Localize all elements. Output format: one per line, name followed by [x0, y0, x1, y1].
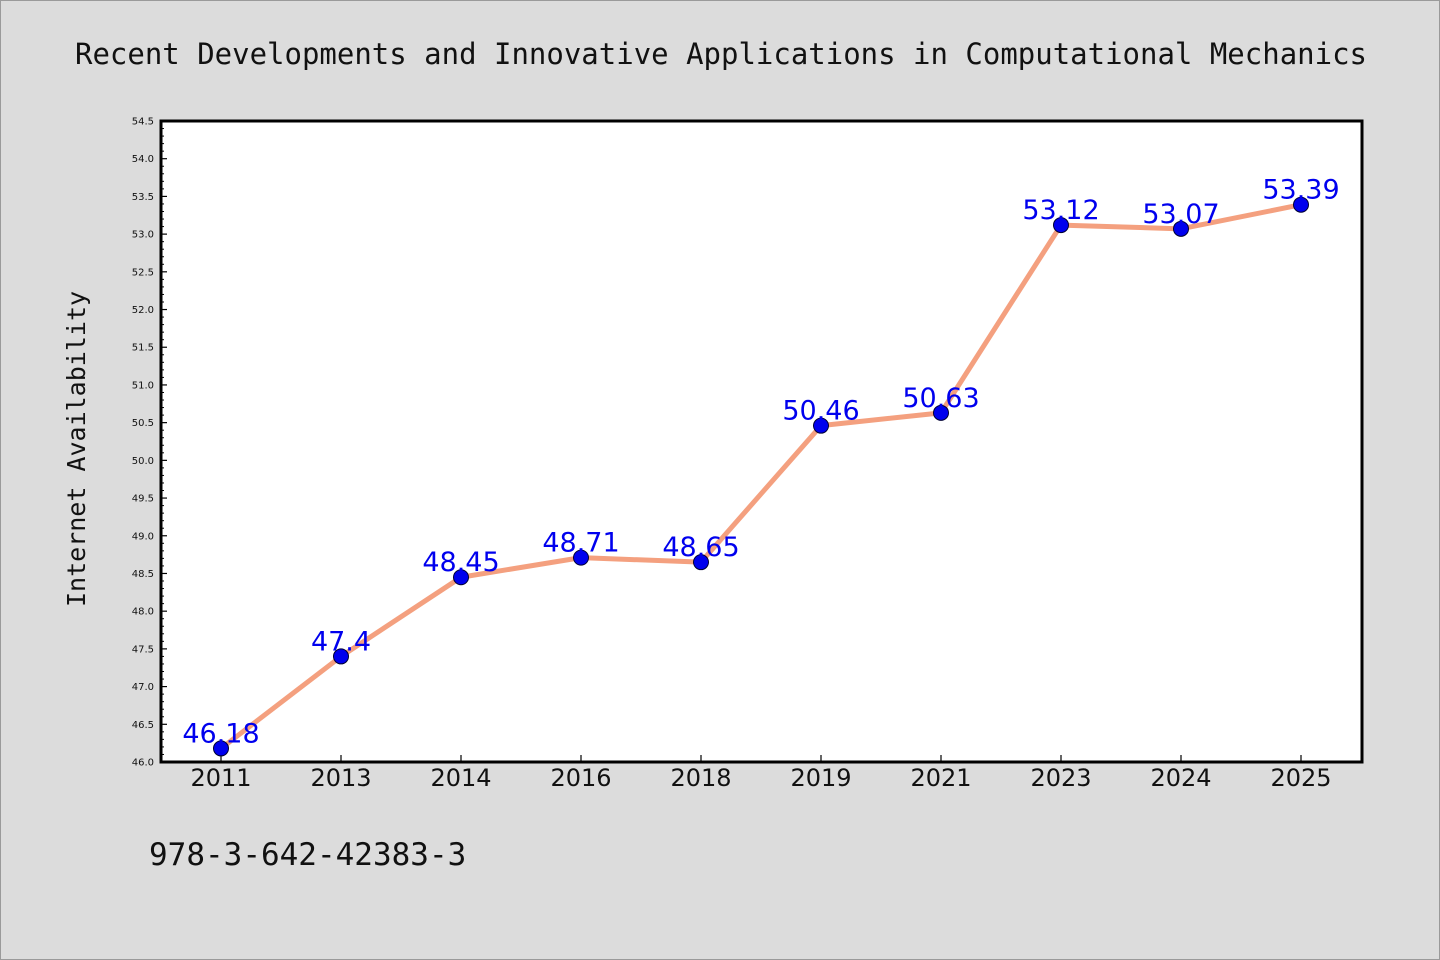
data-point	[573, 549, 589, 566]
y-tick-label: 46.0	[132, 758, 154, 769]
data-label: 53.07	[1142, 199, 1219, 230]
data-label-group: 46.18 47.4 48.45 48.71 48.65 50.46 50.63 53.12 5…	[182, 175, 1339, 750]
data-point	[1293, 196, 1309, 213]
x-tick-label: 2025	[1270, 764, 1331, 792]
y-tick-label: 50.0	[132, 456, 154, 467]
isbn-text: 978-3-642-42383-3	[149, 837, 466, 873]
y-tick-label: 51.5	[132, 343, 154, 354]
x-tick-label: 2019	[790, 764, 851, 792]
data-point	[213, 740, 229, 757]
y-tick-label: 49.5	[132, 494, 154, 505]
y-tick-label: 52.0	[132, 305, 154, 316]
data-point	[1173, 220, 1189, 237]
data-label: 53.39	[1262, 175, 1339, 206]
x-tick-label: 2014	[430, 764, 491, 792]
chart-title: Recent Developments and Innovative Appli…	[75, 37, 1367, 71]
x-tick-label: 2016	[550, 764, 611, 792]
x-tick-label: 2018	[670, 764, 731, 792]
y-tick-label: 51.0	[132, 380, 154, 391]
y-tick-label: 53.5	[132, 192, 154, 203]
x-tick-label: 2023	[1030, 764, 1091, 792]
x-tick-label: 2011	[190, 764, 251, 792]
series-line	[218, 202, 1304, 751]
data-point	[693, 554, 709, 571]
y-tick-label: 48.5	[132, 569, 154, 580]
y-tick-label: 46.5	[132, 720, 154, 731]
data-label: 46.18	[182, 718, 259, 749]
data-label: 48.45	[422, 547, 499, 578]
y-axis-ticks: 46.0 46.5 47.0 47.5 48.0 48.5 49.0 49.5 50.0 50.5…	[132, 117, 167, 769]
x-axis-ticks: 2011 2013 2014 2016 2018 2019 2021 2023 2024 2025	[190, 755, 1332, 792]
y-tick-label: 54.5	[132, 117, 154, 128]
data-label: 48.65	[662, 532, 739, 563]
x-tick-label: 2024	[1150, 764, 1211, 792]
data-point-group	[213, 196, 1309, 757]
data-point	[453, 569, 469, 586]
data-point	[1053, 217, 1069, 234]
data-label: 53.12	[1022, 195, 1099, 226]
y-tick-label: 47.0	[132, 682, 154, 693]
y-tick-label: 53.0	[132, 230, 154, 241]
x-tick-label: 2013	[310, 764, 371, 792]
data-label: 50.63	[902, 383, 979, 414]
data-point	[813, 417, 829, 434]
y-tick-label: 49.0	[132, 531, 154, 542]
y-tick-label: 48.0	[132, 607, 154, 618]
y-tick-label: 52.5	[132, 267, 154, 278]
data-point	[333, 648, 349, 665]
y-tick-label: 50.5	[132, 418, 154, 429]
y-tick-label: 54.0	[132, 154, 154, 165]
data-point	[933, 404, 949, 421]
y-tick-label: 47.5	[132, 644, 154, 655]
data-label: 50.46	[782, 396, 859, 427]
series-line-group	[218, 202, 1304, 751]
y-axis-label: Internet Availability	[62, 291, 91, 607]
data-label: 47.4	[311, 626, 371, 657]
x-tick-label: 2021	[910, 764, 971, 792]
data-label: 48.71	[542, 528, 619, 559]
